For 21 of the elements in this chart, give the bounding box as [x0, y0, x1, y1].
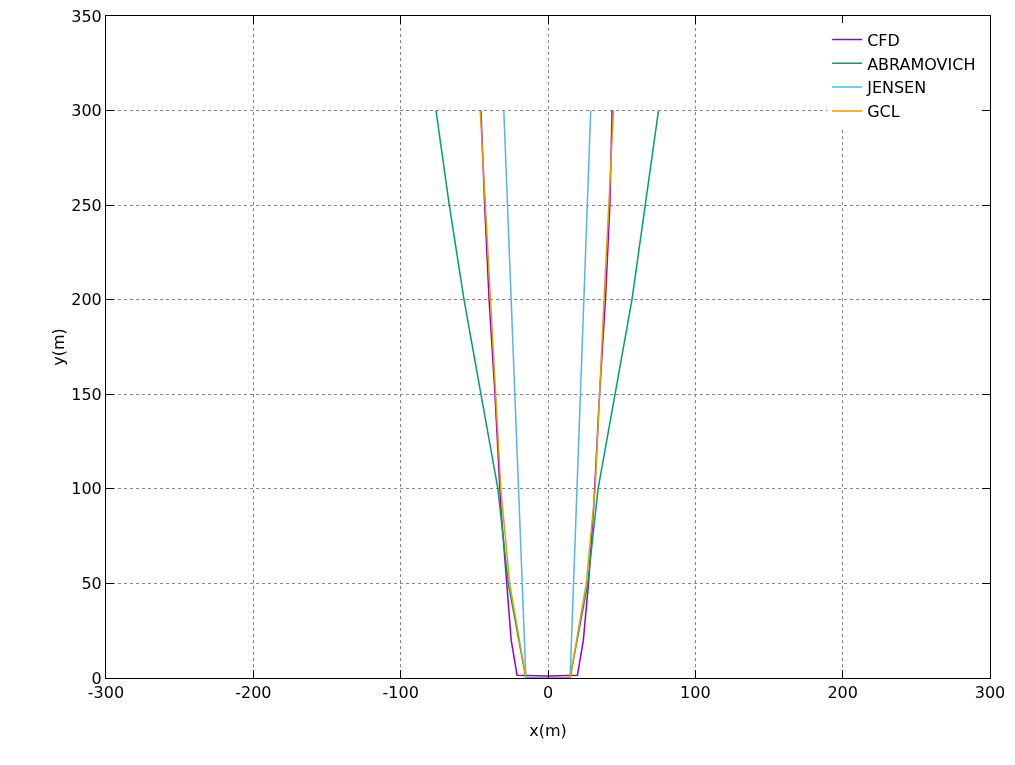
y-axis-title: y(m) [49, 328, 68, 366]
y-tick-label: 150 [71, 384, 102, 404]
x-tick-label: -300 [87, 683, 125, 703]
legend-label: ABRAMOVICH [867, 54, 976, 74]
y-tick-label: 300 [71, 101, 102, 121]
legend-label: GCL [867, 102, 900, 122]
y-tick-label: 250 [71, 195, 102, 215]
x-tick-label: -100 [382, 683, 419, 703]
x-tick-label: 300 [974, 683, 1006, 703]
x-tick-label: 200 [827, 683, 858, 703]
legend-label: CFD [867, 30, 900, 50]
line-series [435, 109, 660, 678]
y-tick-label: 200 [71, 290, 102, 310]
x-tick-label: -200 [235, 683, 272, 703]
y-tick-label: 350 [71, 6, 102, 26]
x-tick-label: 100 [680, 683, 711, 703]
y-tick-label: 50 [81, 574, 102, 594]
y-tick-label: 100 [71, 479, 102, 499]
x-axis-title: x(m) [529, 721, 567, 740]
x-tick-label: 0 [542, 683, 554, 703]
legend-label: JENSEN [866, 78, 927, 98]
